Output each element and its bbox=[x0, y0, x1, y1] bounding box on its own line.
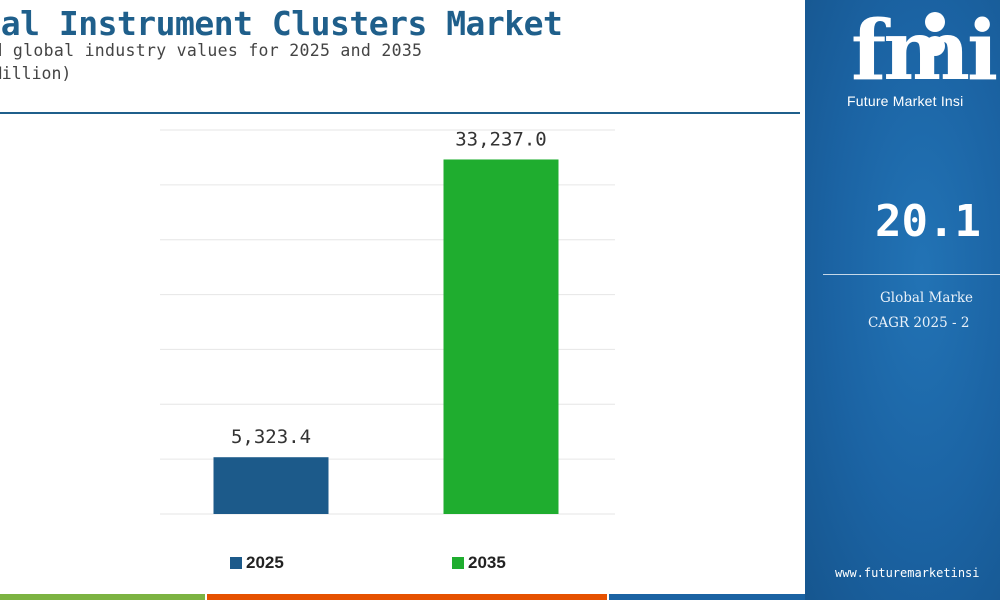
bottom-color-strip bbox=[0, 594, 805, 600]
chart-title: ital Instrument Clusters Market bbox=[0, 4, 563, 43]
brand-name: Future Market Insi bbox=[847, 93, 964, 109]
header-divider bbox=[0, 112, 800, 114]
chart-subtitle: ted global industry values for 2025 and … bbox=[0, 41, 423, 60]
legend-swatch-2025 bbox=[230, 557, 242, 569]
cagr-value: 20.1 bbox=[875, 196, 981, 247]
data-label-2035: 33,237.0 bbox=[455, 128, 547, 150]
chart-units: D Million) bbox=[0, 64, 72, 83]
fmi-logo: fmi bbox=[851, 3, 998, 99]
strip-green bbox=[0, 594, 205, 600]
cagr-label-line1: Global Marke bbox=[880, 290, 974, 306]
legend-label-2035: 2035 bbox=[468, 553, 506, 572]
chart-panel: ital Instrument Clusters Market ted glob… bbox=[0, 4, 805, 600]
cagr-label-line2: CAGR 2025 - 2 bbox=[868, 315, 970, 331]
data-label-2025: 5,323.4 bbox=[231, 426, 311, 448]
strip-orange bbox=[207, 594, 607, 600]
website-link[interactable]: www.futuremarketinsi bbox=[835, 566, 980, 580]
logo-dots-icon bbox=[925, 12, 1000, 60]
strip-blue bbox=[609, 594, 805, 600]
sidebar-panel: fmi Future Market Insi 20.1 Global Marke… bbox=[805, 0, 1000, 600]
legend-label-2025: 2025 bbox=[246, 553, 284, 572]
bar-chart: 5,323.4 33,237.0 bbox=[160, 128, 615, 515]
legend-item-2025: 2025 bbox=[230, 553, 284, 573]
sidebar-divider bbox=[823, 274, 1000, 275]
bar-2035 bbox=[443, 159, 559, 515]
legend-item-2035: 2035 bbox=[452, 553, 506, 573]
legend-swatch-2035 bbox=[452, 557, 464, 569]
bar-2025 bbox=[213, 457, 329, 514]
